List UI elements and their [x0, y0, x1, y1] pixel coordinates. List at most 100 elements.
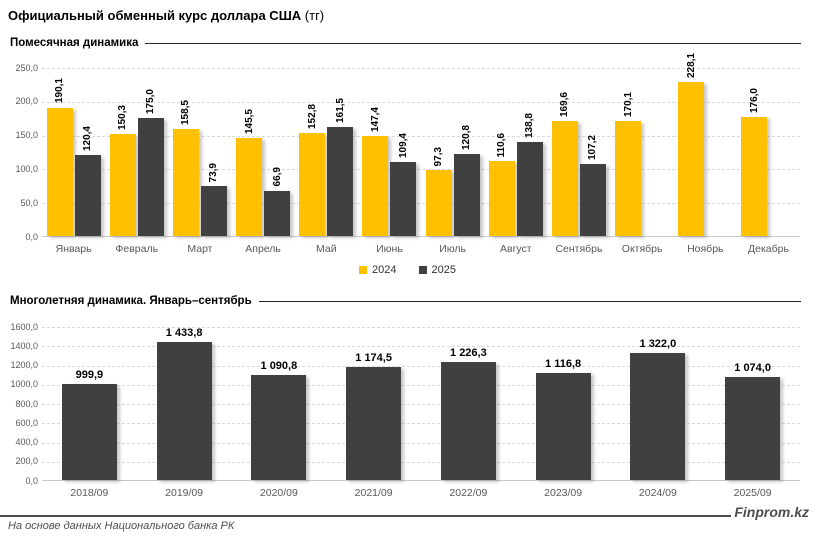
- bar-value-label: 1 174,5: [355, 351, 392, 364]
- x-axis-label: Август: [499, 243, 532, 255]
- bar-group: 97,3 120,8: [421, 68, 484, 236]
- bar-value-label: 1 074,0: [734, 361, 771, 374]
- bar-Январь–сентябрь: [440, 361, 496, 480]
- x-axis-label: 2025/09: [733, 487, 772, 499]
- bar-2024: [488, 161, 515, 236]
- legend-item: 2024: [359, 264, 397, 276]
- gridline: [42, 423, 800, 425]
- x-axis-label: 2019/09: [165, 487, 204, 499]
- bar-column: 73,9: [200, 163, 227, 236]
- bar-column: 169,6: [551, 92, 578, 236]
- section-title-monthly: Помесячная динамика: [10, 37, 139, 49]
- page-title-main: Официальный обменный курс доллара США: [8, 8, 302, 23]
- legend-label: 2025: [431, 264, 456, 276]
- bar-2024: [678, 81, 705, 236]
- y-axis-label: 0,0: [25, 231, 38, 242]
- gridline: [42, 384, 800, 386]
- brand-logo: Finprom.kz: [734, 504, 809, 520]
- bar-value-label: 107,2: [587, 134, 599, 160]
- bar-group: 190,1 120,4: [42, 68, 105, 236]
- bar-column: 176,0: [741, 88, 768, 236]
- x-axis-label: 2022/09: [449, 487, 488, 499]
- yearly-bar-chart: 999,9 1 433,8 1 090,8 1 174,5 1 226,3 1 116,8…: [8, 318, 800, 506]
- bar-column: 1 090,8: [232, 360, 326, 480]
- bar-value-label: 169,6: [559, 92, 571, 118]
- x-axis-label: Ноябрь: [687, 243, 724, 255]
- y-axis-label: 200,0: [15, 96, 38, 107]
- footer: Finprom.kz: [0, 503, 809, 521]
- bar-value-label: 1 116,8: [545, 357, 582, 370]
- bar-group: 1 116,8: [516, 327, 611, 480]
- bar-value-label: 158,5: [180, 99, 192, 125]
- x-axis-label: Март: [187, 243, 213, 255]
- x-axis-label: Декабрь: [748, 243, 789, 255]
- bar-2024: [741, 117, 768, 236]
- bar-value-label: 147,4: [369, 107, 381, 133]
- bar-group: 176,0: [737, 68, 800, 236]
- legend: 2024 2025: [0, 264, 815, 276]
- bar-group: 150,3 175,0: [105, 68, 168, 236]
- bar-value-label: 228,1: [685, 52, 697, 78]
- x-axis-label: Апрель: [245, 243, 281, 255]
- y-axis-label: 250,0: [15, 62, 38, 73]
- bar-column: 175,0: [137, 89, 164, 236]
- bar-2024: [615, 121, 642, 236]
- bar-2024: [172, 128, 199, 236]
- bar-2025: [453, 154, 480, 236]
- x-axis-label: Сентябрь: [555, 243, 603, 255]
- y-axis-label: 400,0: [15, 437, 38, 447]
- bar-value-label: 1 090,8: [260, 360, 298, 373]
- bar-2024: [46, 107, 73, 236]
- x-axis-label: 2021/09: [354, 487, 393, 499]
- x-axis-label: Февраль: [115, 243, 159, 255]
- gridline: [42, 101, 800, 103]
- y-axis-label: 50,0: [20, 197, 38, 208]
- bar-column: 152,8: [299, 104, 326, 236]
- x-axis-label: Январь: [55, 243, 92, 255]
- y-axis-label: 150,0: [15, 130, 38, 141]
- legend-swatch: [418, 266, 427, 274]
- gridline: [42, 68, 800, 69]
- bar-group: 158,5 73,9: [168, 68, 231, 236]
- bar-group: 1 174,5: [326, 327, 421, 480]
- bar-column: 120,4: [74, 126, 101, 236]
- bar-column: 190,1: [46, 78, 73, 236]
- bar-group: 1 090,8: [232, 327, 327, 480]
- bar-Январь–сентябрь: [156, 342, 212, 480]
- bar-column: 147,4: [362, 107, 389, 236]
- bar-2025: [74, 154, 101, 236]
- x-axis-label: Май: [315, 243, 337, 255]
- bar-Январь–сентябрь: [61, 383, 117, 480]
- bar-2024: [236, 137, 263, 236]
- bar-2024: [109, 134, 136, 236]
- bar-value-label: 109,4: [397, 133, 409, 159]
- bar-column: 1 174,5: [327, 352, 421, 480]
- bar-column: 1 433,8: [137, 327, 231, 480]
- bar-column: 1 226,3: [421, 347, 515, 480]
- bar-group: 145,5 66,9: [232, 68, 295, 236]
- bar-group: 1 322,0: [611, 327, 706, 480]
- y-axis-label: 0,0: [25, 475, 38, 486]
- bar-value-label: 1 322,0: [639, 337, 677, 350]
- bar-column: 107,2: [579, 134, 606, 236]
- bar-value-label: 150,3: [117, 105, 129, 131]
- bar-2025: [137, 117, 164, 236]
- bar-column: 66,9: [264, 167, 291, 236]
- bar-column: 120,8: [453, 125, 480, 236]
- bar-column: 1 322,0: [611, 338, 705, 480]
- bar-2025: [516, 142, 543, 236]
- gridline: [42, 346, 800, 348]
- bar-group: 152,8 161,5: [295, 68, 358, 236]
- section-header-yearly: Многолетняя динамика. Январь–сентябрь: [10, 295, 801, 307]
- y-axis-label: 800,0: [15, 398, 38, 409]
- bar-value-label: 999,9: [75, 368, 104, 381]
- section-header-monthly: Помесячная динамика: [10, 37, 801, 49]
- bar-value-label: 1 226,3: [450, 346, 487, 359]
- monthly-bar-chart: 190,1 120,4 150,3 175,0 158,5 73,9 145,5 66,9 15…: [8, 53, 800, 260]
- gridline: [42, 135, 800, 137]
- bar-2025: [579, 163, 606, 236]
- gridline: [42, 404, 800, 405]
- x-axis-label: Октябрь: [621, 243, 663, 255]
- bar-group: 1 226,3: [421, 327, 516, 480]
